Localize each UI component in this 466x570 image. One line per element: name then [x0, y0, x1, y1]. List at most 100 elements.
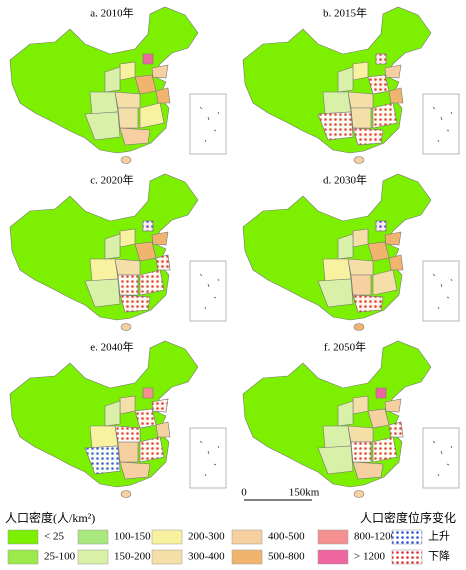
province — [142, 53, 154, 65]
hainan — [120, 323, 132, 331]
province — [104, 233, 121, 260]
inset-islands — [199, 273, 220, 310]
map-panel: d. 2030年 — [242, 173, 460, 331]
province — [317, 278, 354, 308]
province — [84, 111, 121, 141]
legend-label: 上升 — [428, 530, 450, 543]
province — [384, 64, 402, 79]
rank-change — [367, 74, 390, 95]
province — [119, 395, 136, 415]
rank-change — [139, 269, 165, 296]
panel-title: d. 2030年 — [323, 173, 367, 187]
legend-label: 500-800 — [268, 551, 305, 563]
province — [119, 228, 136, 248]
province — [155, 87, 171, 104]
inset-islands — [432, 440, 453, 477]
map-panel: c. 2020年 — [9, 173, 227, 331]
province — [139, 102, 165, 129]
province — [104, 66, 121, 93]
panel-title: e. 2040年 — [90, 340, 133, 354]
panel-title: f. 2050年 — [324, 340, 366, 354]
province — [114, 91, 141, 109]
province — [114, 258, 141, 276]
province — [350, 274, 372, 296]
province — [352, 461, 384, 480]
province — [117, 441, 139, 463]
panel-title: b. 2015年 — [323, 6, 367, 20]
province — [119, 461, 151, 480]
legend-label: 100-150 — [114, 531, 151, 543]
rank-change — [352, 294, 384, 313]
province — [352, 61, 369, 81]
rank-change — [372, 436, 398, 463]
legend-label: > 1200 — [354, 551, 385, 563]
map-panel: a. 2010年 — [9, 6, 227, 164]
rank-change — [375, 53, 387, 65]
rank-change — [151, 398, 169, 413]
legend-title: 人口密度(人/km²) — [5, 510, 95, 525]
province — [384, 231, 402, 246]
legend-swatch — [151, 529, 183, 545]
province — [89, 91, 119, 115]
inset-islands — [199, 106, 220, 143]
inset-islands — [199, 440, 220, 477]
inset-frame — [189, 427, 227, 489]
province — [337, 400, 354, 427]
province — [337, 233, 354, 260]
hainan — [120, 156, 132, 164]
province — [119, 127, 151, 146]
rank-change — [350, 441, 372, 463]
legend-label: 800-1200 — [354, 531, 397, 543]
rank-change — [352, 127, 384, 146]
province — [84, 278, 121, 308]
legend-swatch — [391, 549, 423, 565]
province — [388, 87, 404, 104]
legend-swatch — [7, 549, 39, 565]
inset-frame — [422, 427, 460, 489]
panel-title: a. 2010年 — [90, 6, 133, 20]
legend-label: 下降 — [428, 549, 450, 563]
legend-label: 150-200 — [114, 551, 151, 563]
province — [117, 107, 139, 129]
inset-islands — [432, 106, 453, 143]
rank-legend-title: 人口密度位序变化 — [360, 510, 456, 525]
legend-swatch — [7, 529, 39, 545]
rank-change — [134, 408, 157, 429]
province — [350, 107, 372, 129]
province — [322, 425, 352, 449]
legend-swatch — [317, 549, 349, 565]
province — [322, 91, 352, 115]
legend-swatch — [391, 529, 423, 545]
rank-change — [117, 274, 139, 296]
province — [142, 387, 154, 399]
province — [384, 398, 402, 413]
scale-label: 150km — [289, 487, 320, 499]
legend-label: 400-500 — [268, 531, 305, 543]
map-panel: e. 2040年 — [9, 340, 227, 498]
inset-islands — [432, 273, 453, 310]
province — [352, 395, 369, 415]
province — [119, 61, 136, 81]
legend-label: 300-400 — [188, 551, 225, 563]
panel-title: c. 2020年 — [90, 173, 133, 187]
province — [337, 66, 354, 93]
province — [151, 231, 169, 246]
province — [322, 258, 352, 282]
rank-change — [155, 254, 171, 271]
province — [151, 64, 169, 79]
province — [89, 425, 119, 449]
inset-frame — [422, 93, 460, 155]
legend-label: 200-300 — [188, 531, 225, 543]
hainan — [353, 323, 365, 331]
province — [104, 400, 121, 427]
rank-change — [375, 220, 387, 232]
legend-swatch — [77, 529, 109, 545]
rank-change — [317, 111, 354, 141]
inset-frame — [422, 260, 460, 322]
hainan — [120, 490, 132, 498]
legend-swatch — [231, 549, 263, 565]
province — [89, 258, 119, 282]
rank-change — [372, 102, 398, 129]
legend-swatch — [77, 549, 109, 565]
scale-label: 0 — [241, 487, 247, 499]
